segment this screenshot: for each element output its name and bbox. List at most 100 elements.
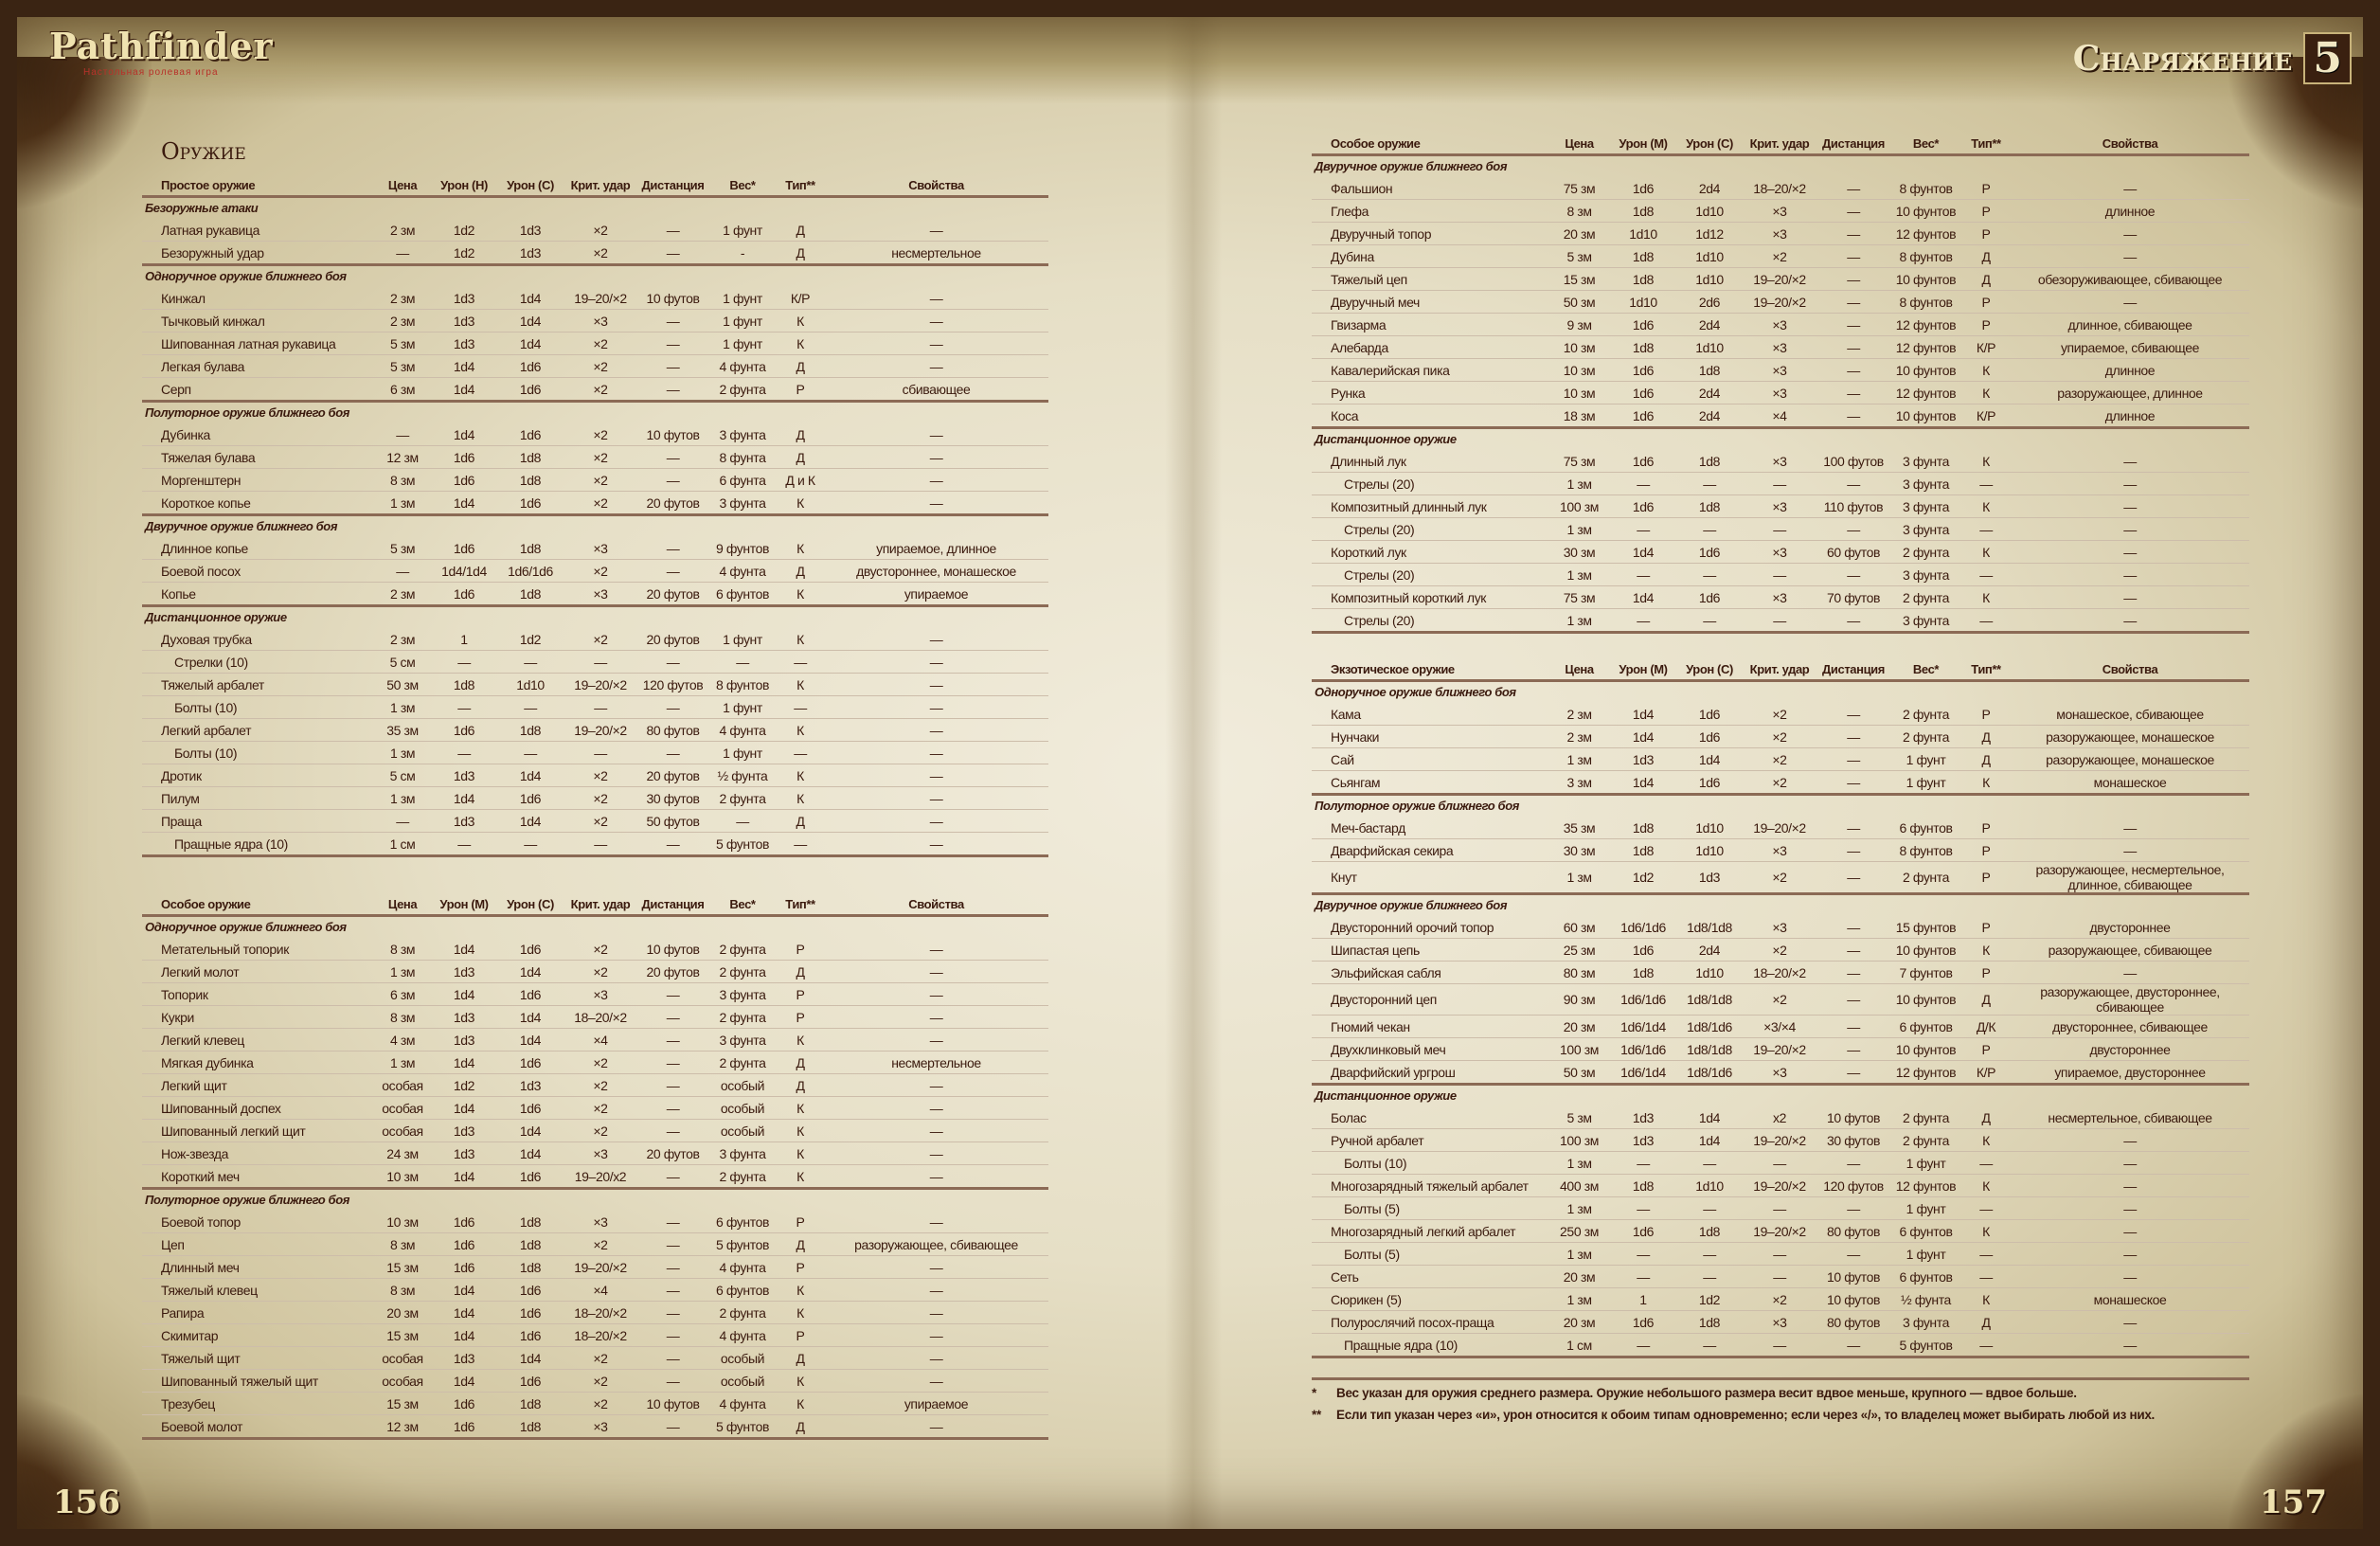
range: — bbox=[637, 650, 708, 674]
weapon-name: Длинное копье bbox=[142, 537, 374, 560]
critical: ×2 bbox=[564, 241, 637, 266]
critical: — bbox=[564, 650, 637, 674]
range: — bbox=[1816, 335, 1890, 359]
damage-large: — bbox=[1676, 1265, 1743, 1288]
logo-subtitle: Настольная ролевая игра bbox=[83, 67, 219, 78]
price: 1 зм bbox=[1548, 563, 1610, 586]
critical: ×2 bbox=[564, 354, 637, 378]
critical: ×2 bbox=[564, 1346, 637, 1370]
weapon-name: Дротик bbox=[142, 764, 374, 787]
weight: — bbox=[708, 650, 777, 674]
weapon-name: Фальшион bbox=[1312, 177, 1548, 200]
price: 6 зм bbox=[374, 377, 431, 403]
weight: 1 фунт bbox=[1890, 770, 1961, 796]
damage-large: 1d8 bbox=[497, 1255, 564, 1279]
damage-type: Р bbox=[1961, 177, 2011, 200]
damage-type: К bbox=[1961, 494, 2011, 518]
weight: 3 фунта bbox=[1890, 1310, 1961, 1334]
range: — bbox=[637, 241, 708, 266]
damage-type: — bbox=[1961, 1265, 2011, 1288]
weight: 3 фунта bbox=[1890, 517, 1961, 541]
damage-medium: 1d3 bbox=[431, 1346, 497, 1370]
page-number-left: 156 bbox=[53, 1483, 120, 1521]
damage-large: 1d8 bbox=[497, 1414, 564, 1440]
footnotes: * Вес указан для оружия среднего размера.… bbox=[1312, 1377, 2249, 1426]
damage-large: 1d4 bbox=[497, 809, 564, 833]
section-title: Оружие bbox=[161, 138, 246, 165]
weapon-row: Длинный лук 75 зм 1d6 1d8 ×3 100 футов 3 фунта… bbox=[1312, 450, 2249, 473]
special: — bbox=[824, 491, 1048, 516]
damage-type: Р bbox=[1961, 222, 2011, 245]
weight: 4 фунта bbox=[708, 1392, 777, 1415]
weight: особый bbox=[708, 1096, 777, 1120]
column-header-range: Дистанция bbox=[637, 886, 708, 917]
special: разоружающее, двустороннее, сбивающее bbox=[2011, 983, 2249, 1016]
damage-large: 1d10 bbox=[1676, 817, 1743, 839]
range: — bbox=[637, 832, 708, 857]
column-header-weight: Вес* bbox=[1890, 125, 1961, 156]
special: — bbox=[824, 1278, 1048, 1302]
critical: 19–20/×2 bbox=[564, 287, 637, 310]
damage-type: Д bbox=[777, 1232, 824, 1256]
special: — bbox=[2011, 1265, 2249, 1288]
damage-large: 1d3 bbox=[497, 241, 564, 266]
damage-type: Д bbox=[777, 219, 824, 242]
weight: 6 фунтов bbox=[1890, 1219, 1961, 1243]
damage-medium: — bbox=[1610, 1333, 1676, 1358]
damage-type: К bbox=[1961, 1174, 2011, 1197]
column-header-damage-medium: Урон (М) bbox=[1610, 651, 1676, 682]
range: — bbox=[1816, 1015, 1890, 1038]
damage-large: 1d10 bbox=[497, 673, 564, 696]
damage-large: 1d6 bbox=[497, 1369, 564, 1393]
weapon-name: Пилум bbox=[142, 786, 374, 810]
damage-type: Р bbox=[1961, 817, 2011, 839]
price: 20 зм bbox=[1548, 222, 1610, 245]
damage-large: 1d6 bbox=[1676, 540, 1743, 564]
damage-large: 1d12 bbox=[1676, 222, 1743, 245]
weapon-row: Тяжелый клевец 8 зм 1d4 1d6 ×4—6 фунтов К — bbox=[142, 1278, 1048, 1302]
group-header-row: Двуручное оружие ближнего боя bbox=[1312, 894, 2249, 917]
price: особая bbox=[374, 1119, 431, 1142]
column-header-range: Дистанция bbox=[637, 167, 708, 198]
special: монашеское bbox=[2011, 1287, 2249, 1311]
damage-large: 1d4 bbox=[1676, 1106, 1743, 1129]
weight: 5 фунтов bbox=[708, 1414, 777, 1440]
weapon-row: Латная рукавица 2 зм 1d2 1d3 ×2—1 фунт Д — bbox=[142, 219, 1048, 242]
page-number-right: 157 bbox=[2260, 1483, 2327, 1521]
critical: ×2 bbox=[564, 332, 637, 355]
weapon-row: Дварфийская секира 30 зм 1d8 1d10 ×3—8 фунто… bbox=[1312, 838, 2249, 862]
damage-large: 1d6 bbox=[497, 1051, 564, 1074]
price: 2 зм bbox=[374, 628, 431, 651]
damage-type: К bbox=[1961, 540, 2011, 564]
critical: ×2 bbox=[564, 1369, 637, 1393]
damage-medium: 1d3 bbox=[431, 1142, 497, 1165]
damage-large: 1d8 bbox=[497, 1392, 564, 1415]
special: — bbox=[2011, 540, 2249, 564]
damage-large: — bbox=[1676, 1333, 1743, 1358]
damage-type: К bbox=[1961, 1128, 2011, 1152]
weight: 2 фунта bbox=[1890, 1128, 1961, 1152]
critical: ×2 bbox=[564, 938, 637, 961]
critical: — bbox=[1743, 1151, 1816, 1175]
weapon-row: Двуручный меч 50 зм 1d10 2d6 19–20/×2—8 фунт… bbox=[1312, 290, 2249, 314]
critical: ×3 bbox=[1743, 450, 1816, 473]
weapon-row: Скимитар 15 зм 1d4 1d6 18–20/×2—4 фунта Р — bbox=[142, 1323, 1048, 1347]
critical: ×2 bbox=[1743, 747, 1816, 771]
price: 1 зм bbox=[1548, 1151, 1610, 1175]
damage-medium: 1d10 bbox=[1610, 222, 1676, 245]
range: — bbox=[637, 1369, 708, 1393]
column-header-damage-type: Тип** bbox=[1961, 125, 2011, 156]
weight: 3 фунта bbox=[1890, 608, 1961, 634]
weapon-name: Болты (10) bbox=[1312, 1151, 1548, 1175]
damage-medium: 1d3 bbox=[431, 332, 497, 355]
weapon-row: Двусторонний цеп 90 зм 1d6/1d6 1d8/1d8 ×2—10… bbox=[1312, 983, 2249, 1016]
critical: ×2 bbox=[564, 491, 637, 516]
range: — bbox=[637, 219, 708, 242]
weapon-row: Сеть 20 зм — — —10 футов 6 фунтов — — bbox=[1312, 1265, 2249, 1288]
weight: 2 фунта bbox=[708, 1301, 777, 1324]
critical: — bbox=[1743, 472, 1816, 495]
weapon-row: Короткий лук 30 зм 1d4 1d6 ×3 60 футов 2 фунта… bbox=[1312, 540, 2249, 564]
price: 5 см bbox=[374, 764, 431, 787]
price: 10 зм bbox=[1548, 381, 1610, 404]
damage-medium: 1d4 bbox=[431, 1278, 497, 1302]
